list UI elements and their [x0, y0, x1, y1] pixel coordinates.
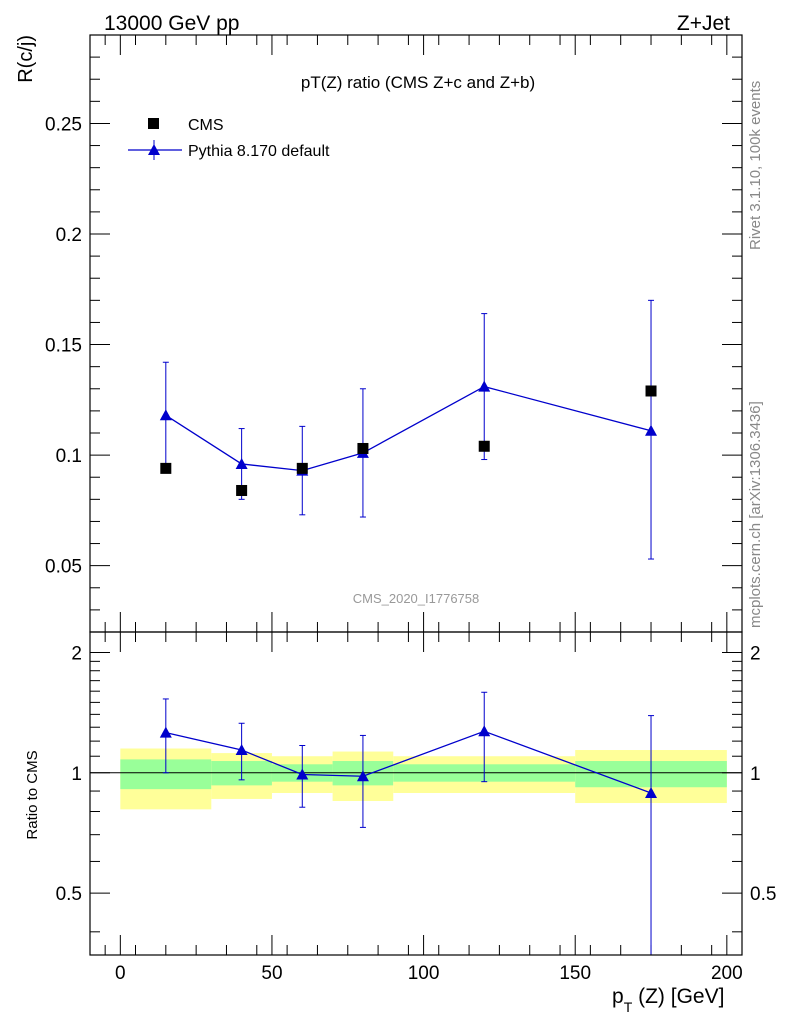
- legend-cms-marker: [148, 118, 159, 129]
- ratio-pythia-point: [235, 744, 248, 756]
- legend-pythia-label: Pythia 8.170 default: [188, 143, 330, 160]
- ratio-ylabel: Ratio to CMS: [24, 750, 41, 839]
- cms-point: [236, 484, 248, 496]
- x-axis-label-sub: T: [624, 999, 633, 1015]
- cms-point: [645, 385, 657, 397]
- legend: CMS Pythia 8.170 default: [128, 117, 330, 160]
- ratio-xtick-label: 100: [408, 963, 440, 984]
- cms-point: [357, 442, 369, 454]
- header-left: 13000 GeV pp: [104, 12, 239, 35]
- ratio-xtick-label: 50: [261, 963, 282, 984]
- main-ytick-label: 0.2: [56, 225, 82, 246]
- ratio-xtick-label: 200: [711, 963, 743, 984]
- ratio-pythia-point: [296, 768, 309, 780]
- cms-point: [478, 440, 490, 452]
- pythia-line: [165, 385, 652, 472]
- ratio-bands: [90, 748, 742, 810]
- ratio-ytick-label-right: 2: [750, 643, 761, 664]
- watermark: CMS_2020_I1776758: [353, 591, 480, 606]
- legend-pythia-marker: [148, 144, 160, 155]
- cms-point: [296, 462, 308, 474]
- plot-title: pT(Z) ratio (CMS Z+c and Z+b): [301, 73, 535, 92]
- ratio-ytick-label: 0.5: [56, 884, 82, 905]
- ratio-xtick-label: 0: [115, 963, 126, 984]
- ratio-pythia-point: [478, 725, 491, 737]
- main-marks: [159, 299, 658, 560]
- pythia-point: [645, 424, 658, 436]
- ratio-ticks: 0.5 0.5 1 1 2 2 0 50 100 150 200: [56, 632, 776, 984]
- ratio-ytick-label-right: 0.5: [750, 884, 776, 905]
- ratio-ytick-label-right: 1: [750, 764, 761, 785]
- main-ticks: 0.05 0.1 0.15 0.2 0.25: [45, 35, 743, 632]
- header-right: Z+Jet: [677, 12, 730, 35]
- ratio-ytick-label: 1: [71, 764, 82, 785]
- ratio-panel: 0.5 0.5 1 1 2 2 0 50 100 150 200 Ratio to CMS pT (…: [24, 631, 776, 1015]
- pythia-point: [159, 409, 172, 421]
- pythia-point: [235, 457, 248, 469]
- x-axis-label-rest: (Z) [GeV]: [632, 985, 724, 1008]
- main-panel: 0.05 0.1 0.15 0.2 0.25 R(c/j) CMS_2020_I1776…: [15, 34, 743, 633]
- ratio-pythia-line: [165, 730, 652, 794]
- mcplots-label: mcplots.cern.ch [arXiv:1306.3436]: [747, 401, 764, 628]
- ratio-pythia-point: [159, 726, 172, 738]
- x-axis-label-main: p: [612, 985, 624, 1008]
- ratio-pythia-point: [356, 770, 369, 782]
- legend-cms-label: CMS: [188, 117, 224, 134]
- cms-point: [160, 462, 172, 474]
- ratio-frame: [89, 631, 743, 956]
- ratio-pythia-point: [645, 786, 658, 798]
- pythia-point: [478, 380, 491, 392]
- x-axis-label: pT (Z) [GeV]: [612, 985, 724, 1015]
- main-ytick-label: 0.15: [45, 336, 82, 357]
- main-ytick-label: 0.25: [45, 114, 82, 135]
- ratio-xtick-label: 150: [559, 963, 591, 984]
- main-ytick-label: 0.1: [56, 446, 82, 467]
- ratio-ytick-label: 2: [71, 643, 82, 664]
- ratio-marks: [159, 691, 658, 956]
- main-ylabel: R(c/j): [15, 35, 37, 83]
- rivet-label: Rivet 3.1.10, 100k events: [747, 81, 764, 250]
- main-ytick-label: 0.05: [45, 557, 82, 578]
